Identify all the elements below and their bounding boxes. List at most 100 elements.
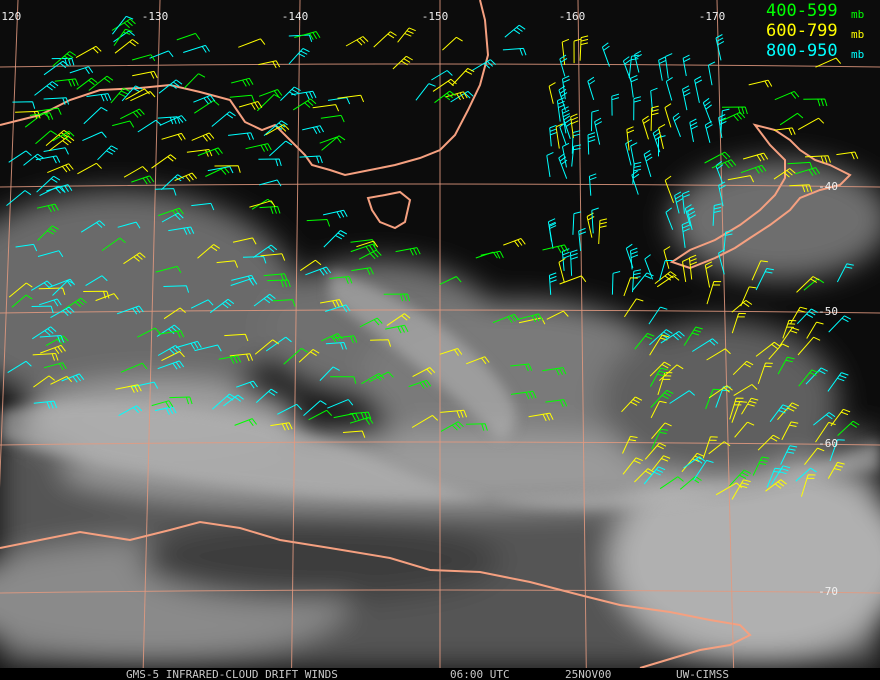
wind-barb [622, 56, 632, 82]
wind-barb [37, 250, 64, 258]
wind-barb [546, 151, 554, 177]
wind-barb [111, 18, 136, 31]
wind-barb [705, 388, 721, 410]
wind-barb [156, 324, 181, 337]
wind-barb [218, 355, 242, 364]
wind-barb [757, 362, 773, 384]
wind-barb [579, 35, 589, 61]
coastline [669, 123, 852, 270]
wind-barb [731, 479, 751, 500]
wind-barb [702, 97, 713, 124]
wind-barb [415, 83, 436, 101]
wind-barb [305, 266, 332, 276]
wind-barb [780, 445, 798, 465]
wind-barb [442, 36, 463, 51]
parallel [0, 441, 880, 446]
meridian [142, 0, 161, 669]
wind-barb [306, 219, 331, 227]
wind-barb [751, 260, 768, 281]
wind-barb [559, 275, 587, 285]
wind-barb [570, 113, 579, 139]
wind-barb [157, 116, 181, 125]
wind-barb [694, 76, 703, 103]
wind-barb [633, 96, 642, 121]
legend: 400-599 mb 600-799 mb 800-950 mb [766, 1, 864, 61]
wind-barb [651, 428, 669, 450]
wind-barb [634, 468, 655, 483]
wind-barb [649, 367, 668, 387]
wind-barb [320, 299, 344, 308]
wind-barb [15, 243, 38, 252]
wind-barb [280, 86, 301, 101]
wind-barb [502, 47, 527, 56]
wind-barb [630, 74, 638, 98]
wind-barb [265, 124, 290, 136]
wind-barb [265, 336, 292, 352]
wind-barb [50, 306, 75, 319]
wind-barb [197, 147, 223, 157]
wind-barb [322, 209, 348, 219]
wind-barb [632, 269, 642, 293]
wind-barb [682, 190, 690, 214]
wind-barb [660, 330, 685, 344]
wind-barb [781, 421, 799, 441]
wind-barb [546, 310, 569, 320]
wind-barb [504, 24, 526, 38]
wind-barb [158, 330, 185, 338]
wind-barb [715, 160, 724, 184]
wind-barb [704, 120, 713, 143]
wind-barb [163, 307, 186, 320]
wind-barb [137, 119, 162, 133]
wind-barb [643, 466, 666, 485]
wind-barb [288, 48, 310, 65]
wind-barb [687, 207, 696, 231]
wind-barb [740, 286, 757, 307]
wind-barb [260, 253, 286, 261]
wind-barb [325, 304, 351, 313]
wind-barb [773, 168, 796, 180]
wind-barb [658, 56, 667, 81]
wind-barb [559, 54, 568, 77]
wind-barb [8, 150, 32, 163]
wind-barb [623, 277, 638, 297]
wind-barb [52, 130, 75, 142]
wind-barb [803, 98, 828, 107]
wind-barb [683, 326, 703, 346]
wind-barb [163, 285, 190, 293]
wind-barb [642, 115, 650, 140]
wind-barb [158, 207, 184, 217]
wind-barb [722, 111, 746, 122]
wind-barb [238, 101, 263, 110]
wind-barb [804, 155, 831, 164]
wind-barb [35, 155, 61, 164]
wind-barb [132, 70, 158, 79]
wind-barb [439, 348, 463, 356]
wind-barb [628, 54, 639, 79]
wind-barb [718, 181, 726, 207]
wind-barb [193, 94, 216, 105]
coastline [0, 0, 490, 177]
wind-barb [345, 36, 369, 47]
wind-barb [34, 107, 62, 115]
footer-source: UW-CIMSS [676, 668, 729, 680]
coastlines [0, 0, 852, 669]
wind-barb [651, 422, 672, 440]
wind-barb [325, 342, 347, 350]
wind-barb [796, 308, 818, 325]
wind-barb [732, 360, 754, 376]
wind-barb [86, 93, 112, 102]
wind-barb [43, 97, 70, 105]
wind-barb [795, 167, 821, 176]
wind-barb [277, 403, 303, 415]
wind-barb [669, 390, 696, 404]
wind-barb [397, 27, 416, 43]
wind-barb [573, 38, 582, 64]
wind-barb [184, 73, 206, 89]
wind-barb [782, 319, 797, 339]
wind-barb [229, 353, 254, 362]
wind-barb [578, 227, 587, 252]
wind-barb [386, 313, 411, 327]
wind-barb [191, 202, 215, 211]
wind-barb [320, 114, 345, 123]
